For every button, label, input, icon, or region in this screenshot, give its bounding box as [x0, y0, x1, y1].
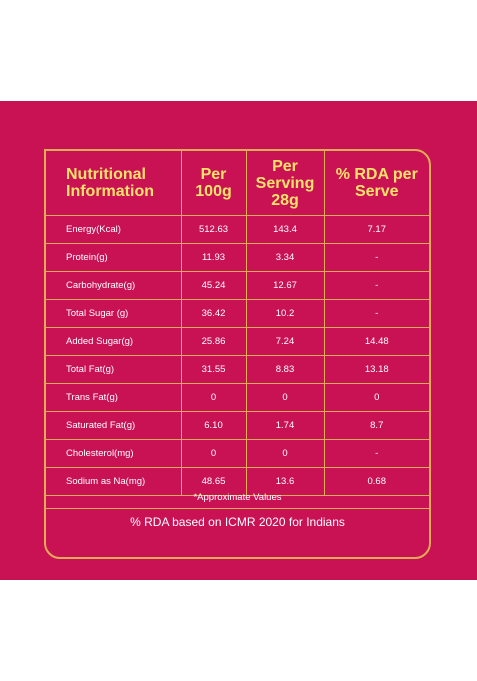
rda-value: -	[323, 271, 429, 300]
nutrition-table: Nutritional Information Per 100g Per Ser…	[46, 151, 429, 496]
header-row: Nutritional Information Per 100g Per Ser…	[46, 151, 429, 216]
per-100g-value: 512.63	[180, 215, 247, 244]
nutrition-panel: Nutritional Information Per 100g Per Ser…	[0, 101, 477, 580]
approximate-values-note: *Approximate Values	[193, 492, 282, 503]
nutrition-card: Nutritional Information Per 100g Per Ser…	[44, 149, 431, 559]
table-row: Protein(g) 11.93 3.34 -	[46, 243, 429, 272]
per-100g-value: 31.55	[180, 355, 247, 384]
per-100g-value: 48.65	[180, 467, 247, 496]
table-row: Carbohydrate(g) 45.24 12.67 -	[46, 271, 429, 300]
rda-value: 7.17	[323, 215, 429, 244]
per-serving-value: 1.74	[245, 411, 325, 440]
per-100g-value: 45.24	[180, 271, 247, 300]
row-label: Cholesterol(mg)	[46, 439, 182, 468]
row-label: Saturated Fat(g)	[46, 411, 182, 440]
per-serving-value: 10.2	[245, 299, 325, 328]
per-100g-value: 25.86	[180, 327, 247, 356]
per-serving-value: 7.24	[245, 327, 325, 356]
rda-value: 8.7	[323, 411, 429, 440]
row-label: Total Sugar (g)	[46, 299, 182, 328]
per-serving-value: 0	[245, 383, 325, 412]
table-row: Trans Fat(g) 0 0 0	[46, 383, 429, 412]
table-row: Added Sugar(g) 25.86 7.24 14.48	[46, 327, 429, 356]
per-100g-value: 11.93	[180, 243, 247, 272]
row-label: Carbohydrate(g)	[46, 271, 182, 300]
per-serving-value: 3.34	[245, 243, 325, 272]
row-label: Protein(g)	[46, 243, 182, 272]
header-per-serving: Per Serving 28g	[245, 151, 325, 216]
divider	[46, 508, 429, 509]
table-row: Energy(Kcal) 512.63 143.4 7.17	[46, 215, 429, 244]
per-serving-value: 13.6	[245, 467, 325, 496]
rda-value: 13.18	[323, 355, 429, 384]
table-row: Cholesterol(mg) 0 0 -	[46, 439, 429, 468]
per-100g-value: 0	[180, 383, 247, 412]
rda-value: 14.48	[323, 327, 429, 356]
row-label: Energy(Kcal)	[46, 215, 182, 244]
header-rda-per-serve: % RDA per Serve	[323, 151, 429, 216]
per-serving-value: 8.83	[245, 355, 325, 384]
header-per-100g: Per 100g	[180, 151, 247, 216]
table-row: Total Fat(g) 31.55 8.83 13.18	[46, 355, 429, 384]
table-row: Saturated Fat(g) 6.10 1.74 8.7	[46, 411, 429, 440]
per-serving-value: 12.67	[245, 271, 325, 300]
rda-value: 0	[323, 383, 429, 412]
rda-value: -	[323, 243, 429, 272]
per-serving-value: 0	[245, 439, 325, 468]
rda-value: -	[323, 439, 429, 468]
row-label: Added Sugar(g)	[46, 327, 182, 356]
rda-basis-note: % RDA based on ICMR 2020 for Indians	[130, 515, 345, 529]
per-serving-value: 143.4	[245, 215, 325, 244]
per-100g-value: 36.42	[180, 299, 247, 328]
rda-value: 0.68	[323, 467, 429, 496]
per-100g-value: 0	[180, 439, 247, 468]
row-label: Sodium as Na(mg)	[46, 467, 182, 496]
row-label: Total Fat(g)	[46, 355, 182, 384]
table-row: Sodium as Na(mg) 48.65 13.6 0.68	[46, 467, 429, 496]
row-label: Trans Fat(g)	[46, 383, 182, 412]
table-row: Total Sugar (g) 36.42 10.2 -	[46, 299, 429, 328]
per-100g-value: 6.10	[180, 411, 247, 440]
header-nutritional-information: Nutritional Information	[46, 151, 182, 216]
rda-value: -	[323, 299, 429, 328]
